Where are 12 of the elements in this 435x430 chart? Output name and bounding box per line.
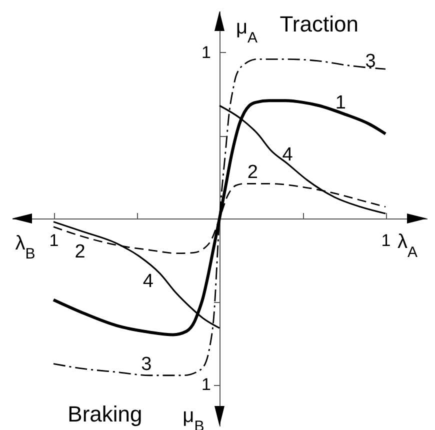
annotation: λ$_{B}$ [15,232,36,262]
x-axis-title: λ$_{A}$ [397,231,418,260]
y-axis-title: μ$_{A}$ [236,16,258,46]
annotation: Traction [280,11,358,36]
text: 4 [142,270,154,292]
annotation: Braking [68,401,142,426]
series-label: 3 [141,354,152,375]
text: 3 [365,50,376,72]
text: 2 [74,242,86,263]
series-label: 2 [247,162,258,184]
series-label: 1 [335,92,346,114]
series-label: 4 [282,144,294,166]
